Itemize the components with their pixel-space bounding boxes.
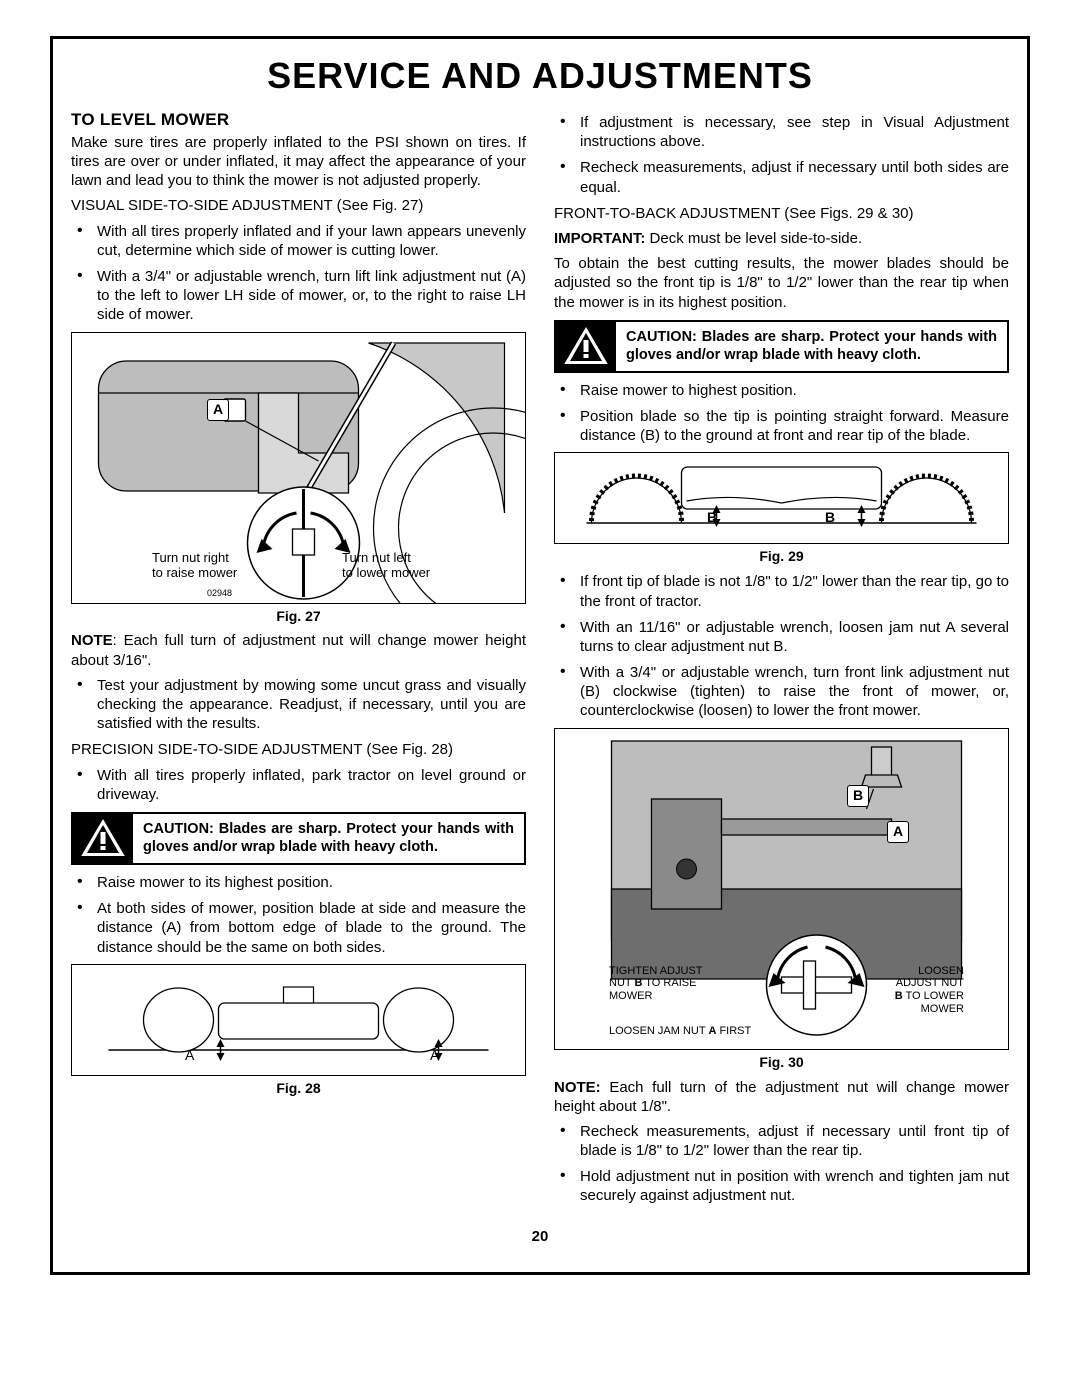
list-item: With an 11/16" or adjustable wrench, loo… xyxy=(554,618,1009,656)
figure-30-jam: LOOSEN JAM NUT A FIRST xyxy=(609,1025,751,1038)
page-border: SERVICE AND ADJUSTMENTS To Level Mower M… xyxy=(50,36,1030,1275)
visual-side-bullets: With all tires properly inflated and if … xyxy=(71,222,526,325)
list-item: Position blade so the tip is pointing st… xyxy=(554,407,1009,445)
list-item: If adjustment is necessary, see step in … xyxy=(554,113,1009,151)
figure-27-caption: Fig. 27 xyxy=(71,608,526,626)
list-item: Recheck measurements, adjust if necessar… xyxy=(554,1122,1009,1160)
figure-28-illustration xyxy=(72,965,525,1075)
figure-29-illustration xyxy=(555,453,1008,543)
after-fig29-bullets: If front tip of blade is not 1/8" to 1/2… xyxy=(554,572,1009,720)
intro-paragraph: Make sure tires are properly inflated to… xyxy=(71,133,526,191)
figure-30-caption: Fig. 30 xyxy=(554,1054,1009,1072)
precision-heading: PRECISION SIDE-TO-SIDE ADJUSTMENT (See F… xyxy=(71,740,526,759)
list-item: Hold adjustment nut in position with wre… xyxy=(554,1167,1009,1205)
important-label: IMPORTANT: xyxy=(554,230,645,247)
right-top-bullets: If adjustment is necessary, see step in … xyxy=(554,113,1009,197)
list-item: Test your adjustment by mowing some uncu… xyxy=(71,676,526,734)
list-item: With all tires properly inflated, park t… xyxy=(71,766,526,804)
figure-28-label-a2: A xyxy=(430,1047,439,1063)
figure-27-box: A Turn nut right to raise mower Turn nut… xyxy=(71,332,526,604)
figure-30-label-a: A xyxy=(887,821,909,843)
precision-bullets: With all tires properly inflated, park t… xyxy=(71,766,526,804)
figure-29-caption: Fig. 29 xyxy=(554,548,1009,566)
final-bullets: Recheck measurements, adjust if necessar… xyxy=(554,1122,1009,1206)
after-caution-bullets-left: Raise mower to its highest position. At … xyxy=(71,873,526,957)
figure-27-illustration xyxy=(72,333,525,603)
important-text: Deck must be level side-to-side. xyxy=(645,230,862,247)
caution-text-left: CAUTION: Blades are sharp. Protect your … xyxy=(133,814,524,863)
figure-27-label-left: Turn nut left to lower mower xyxy=(342,551,430,581)
note-2: NOTE: Each full turn of the adjustment n… xyxy=(554,1078,1009,1116)
figure-30-label-b: B xyxy=(847,785,869,807)
note-1: NOTE: Each full turn of adjustment nut w… xyxy=(71,631,526,669)
list-item: If front tip of blade is not 1/8" to 1/2… xyxy=(554,572,1009,610)
figure-28-label-a1: A xyxy=(185,1047,194,1063)
after-note1-bullets: Test your adjustment by mowing some uncu… xyxy=(71,676,526,734)
page-title: SERVICE AND ADJUSTMENTS xyxy=(71,53,1009,99)
note-1-text: : Each full turn of adjustment nut will … xyxy=(71,632,526,668)
list-item: With all tires properly inflated and if … xyxy=(71,222,526,260)
after-caution-bullets-right: Raise mower to highest position. Positio… xyxy=(554,381,1009,446)
list-item: At both sides of mower, position blade a… xyxy=(71,899,526,957)
note-1-label: NOTE xyxy=(71,632,113,649)
list-item: Raise mower to highest position. xyxy=(554,381,1009,400)
note-2-text: Each full turn of the adjustment nut wil… xyxy=(554,1079,1009,1115)
caution-text-right: CAUTION: Blades are sharp. Protect your … xyxy=(616,322,1007,371)
caution-box-right: CAUTION: Blades are sharp. Protect your … xyxy=(554,320,1009,373)
figure-30-loosen: LOOSENADJUST NUTB TO LOWERMOWER xyxy=(895,965,964,1016)
figure-27-smallnum: 02948 xyxy=(207,588,232,598)
note-2-label: NOTE: xyxy=(554,1079,601,1096)
page-number: 20 xyxy=(71,1227,1009,1246)
list-item: Recheck measurements, adjust if necessar… xyxy=(554,158,1009,196)
caution-box-left: CAUTION: Blades are sharp. Protect your … xyxy=(71,812,526,865)
ftb-heading: FRONT-TO-BACK ADJUSTMENT (See Figs. 29 &… xyxy=(554,204,1009,223)
figure-27-label-a: A xyxy=(207,399,229,421)
two-column-layout: To Level Mower Make sure tires are prope… xyxy=(71,109,1009,1213)
figure-27-label-right: Turn nut right to raise mower xyxy=(152,551,237,581)
right-column: If adjustment is necessary, see step in … xyxy=(554,109,1009,1213)
list-item: Raise mower to its highest position. xyxy=(71,873,526,892)
important-line: IMPORTANT: Deck must be level side-to-si… xyxy=(554,229,1009,248)
figure-28-caption: Fig. 28 xyxy=(71,1080,526,1098)
ftb-intro: To obtain the best cutting results, the … xyxy=(554,254,1009,312)
level-mower-heading: To Level Mower xyxy=(71,109,526,131)
list-item: With a 3/4" or adjustable wrench, turn f… xyxy=(554,663,1009,721)
list-item: With a 3/4" or adjustable wrench, turn l… xyxy=(71,267,526,325)
left-column: To Level Mower Make sure tires are prope… xyxy=(71,109,526,1213)
figure-30-tighten: TIGHTEN ADJUSTNUT B TO RAISEMOWER xyxy=(609,965,703,1003)
warning-icon xyxy=(556,322,616,371)
visual-side-heading: VISUAL SIDE-TO-SIDE ADJUSTMENT (See Fig.… xyxy=(71,196,526,215)
figure-29-box: B B xyxy=(554,452,1009,544)
figure-29-label-b2: B xyxy=(825,509,835,525)
figure-28-box: A A xyxy=(71,964,526,1076)
figure-30-box: B A TIGHTEN ADJUSTNUT B TO RAISEMOWER LO… xyxy=(554,728,1009,1050)
warning-icon xyxy=(73,814,133,863)
figure-29-label-b1: B xyxy=(707,509,717,525)
